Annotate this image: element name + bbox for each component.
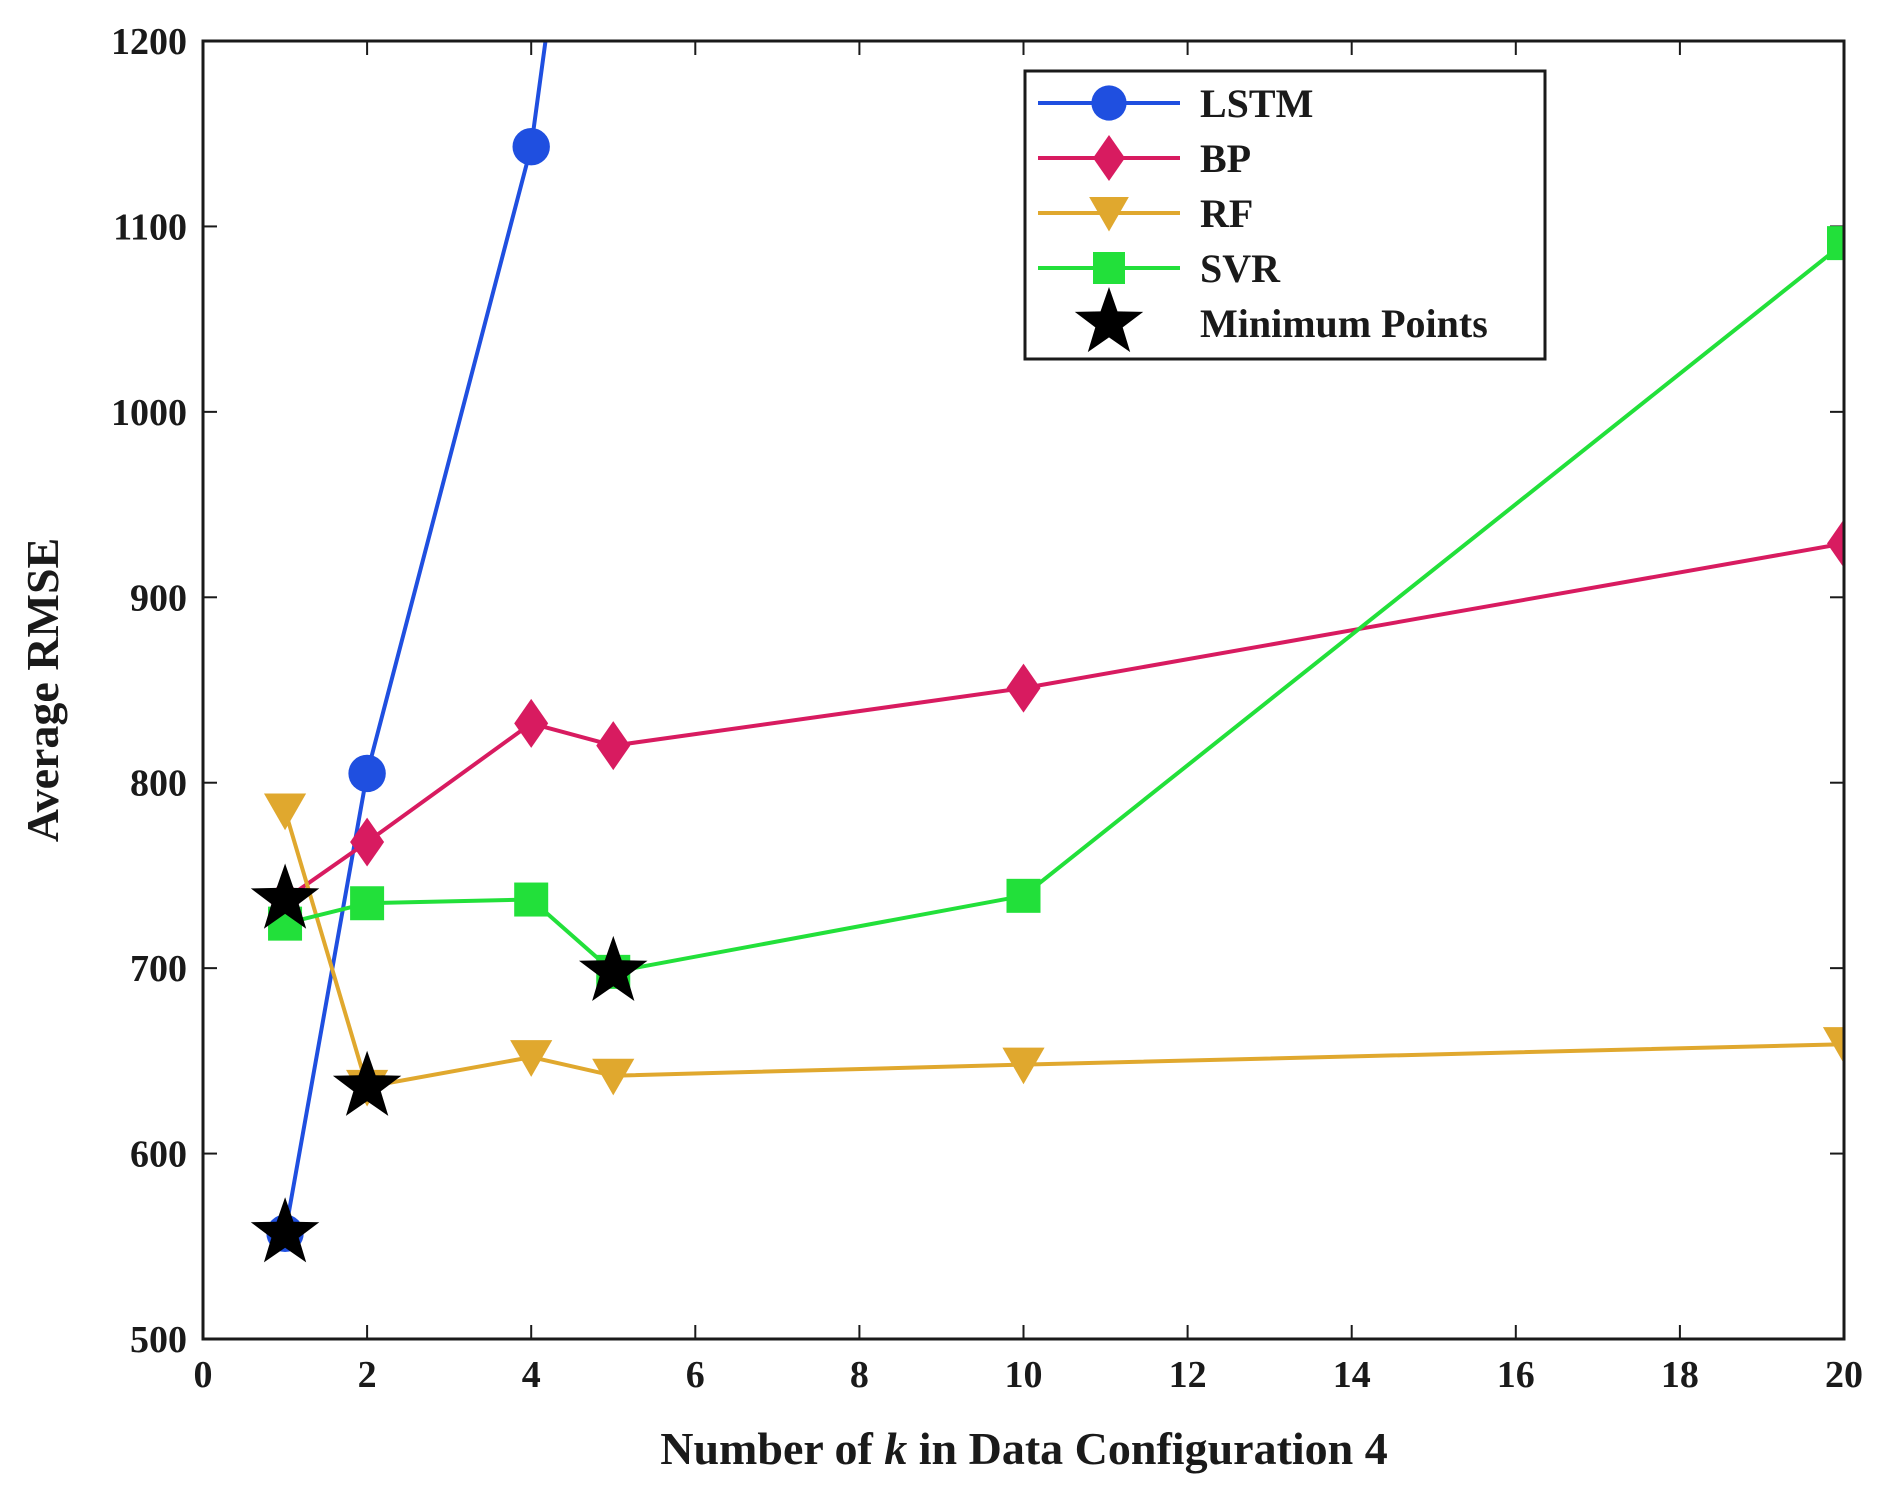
x-tick-label-20: 20 bbox=[1825, 1354, 1863, 1396]
legend-marker-minimum-points bbox=[1074, 287, 1144, 353]
series-line-rf bbox=[283, 809, 1844, 1089]
data-point-svr-k2 bbox=[350, 886, 385, 921]
x-axis-title-part-1: Number of bbox=[660, 1423, 884, 1474]
legend-marker-rf bbox=[1089, 197, 1129, 232]
y-tick-label-600: 600 bbox=[130, 1134, 187, 1176]
plot-area-frame bbox=[201, 39, 1846, 1341]
series-lines bbox=[283, 41, 1844, 1234]
data-point-rf-k5 bbox=[592, 1058, 635, 1096]
y-tick-label-1100: 1100 bbox=[113, 206, 187, 248]
x-tick-label-8: 8 bbox=[850, 1354, 869, 1396]
data-point-svr-k20 bbox=[1827, 226, 1844, 261]
legend-label-bp: BP bbox=[1200, 136, 1251, 181]
x-tick-label-18: 18 bbox=[1661, 1354, 1699, 1396]
data-point-bp-k20 bbox=[1827, 519, 1844, 568]
data-point-bp-k4 bbox=[514, 698, 549, 748]
minimum-point-star-svr bbox=[579, 935, 648, 1001]
x-axis-title-part-2: in Data Configuration 4 bbox=[907, 1423, 1387, 1474]
minimum-point-star-bp bbox=[250, 863, 320, 929]
legend-marker-lstm bbox=[1091, 85, 1127, 121]
x-axis-title-variable: k bbox=[884, 1423, 907, 1474]
y-axis-title: Average RMSE bbox=[17, 538, 68, 842]
data-point-bp-k10 bbox=[1006, 663, 1041, 713]
y-tick-label-700: 700 bbox=[130, 948, 187, 990]
minimum-point-stars bbox=[250, 863, 648, 1263]
tick-labels: 0 2 4 6 8 10 12 14 16 18 20 500 600 700 800 900 1000 1100… bbox=[111, 21, 1863, 1396]
x-tick-label-10: 10 bbox=[1005, 1354, 1043, 1396]
x-tick-label-16: 16 bbox=[1497, 1354, 1535, 1396]
data-point-rf-k4 bbox=[510, 1040, 553, 1077]
y-tick-label-1200: 1200 bbox=[111, 21, 187, 63]
data-point-svr-k4 bbox=[514, 882, 549, 917]
data-point-svr-k10 bbox=[1006, 878, 1041, 913]
minimum-point-star-lstm bbox=[250, 1197, 320, 1263]
x-tick-label-6: 6 bbox=[686, 1354, 705, 1396]
data-point-rf-k10 bbox=[1002, 1047, 1045, 1085]
series-line-bp bbox=[283, 541, 1844, 902]
legend-label-svr: SVR bbox=[1200, 246, 1281, 291]
legend-label-lstm: LSTM bbox=[1200, 81, 1313, 126]
data-point-lstm-k2 bbox=[348, 754, 386, 793]
minimum-point-star-rf bbox=[332, 1050, 402, 1116]
legend-label-rf: RF bbox=[1200, 191, 1253, 236]
x-tick-label-0: 0 bbox=[194, 1354, 213, 1396]
x-tick-label-14: 14 bbox=[1333, 1354, 1371, 1396]
data-point-rf-k1 bbox=[263, 793, 307, 831]
y-tick-label-800: 800 bbox=[130, 763, 187, 805]
legend-marker-svr bbox=[1093, 252, 1125, 284]
x-tick-label-4: 4 bbox=[522, 1354, 541, 1396]
legend-label-minimum-points: Minimum Points bbox=[1200, 301, 1488, 346]
y-tick-label-1000: 1000 bbox=[111, 392, 187, 434]
y-tick-label-500: 500 bbox=[130, 1319, 187, 1361]
data-point-rf-k20 bbox=[1822, 1027, 1844, 1064]
data-point-lstm-k4 bbox=[512, 127, 550, 166]
y-tick-label-900: 900 bbox=[130, 577, 187, 619]
x-tick-label-2: 2 bbox=[358, 1354, 377, 1396]
x-tick-label-12: 12 bbox=[1169, 1354, 1207, 1396]
legend-marker-bp bbox=[1093, 134, 1125, 182]
legend: LSTM BP RF SVR Minimum Points bbox=[1023, 69, 1547, 361]
data-point-bp-k2 bbox=[350, 817, 385, 867]
x-axis-title: Number of k in Data Configuration 4 bbox=[660, 1423, 1388, 1474]
data-point-bp-k5 bbox=[596, 721, 631, 771]
